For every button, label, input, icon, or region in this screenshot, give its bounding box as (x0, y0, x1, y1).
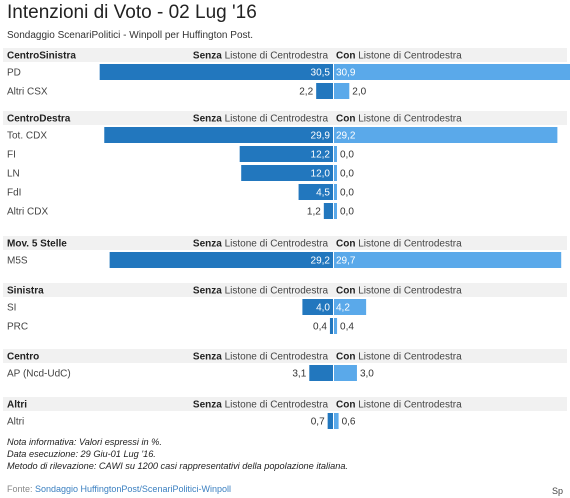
group-header-bg (3, 349, 567, 363)
value-label-con: 2,0 (352, 87, 366, 98)
group-title: CentroDestra (7, 114, 71, 125)
column-header-senza: Senza Listone di Centrodestra (193, 114, 329, 125)
value-label-con: 0,0 (340, 150, 354, 161)
group-header-bg (3, 397, 567, 411)
value-label-senza: 12,0 (311, 169, 331, 180)
column-header-con: Con Listone di Centrodestra (336, 239, 462, 250)
column-header-senza: Senza Listone di Centrodestra (193, 400, 329, 411)
value-label-con: 30,9 (336, 68, 356, 79)
bar-senza (302, 299, 333, 315)
value-label-con: 29,2 (336, 131, 356, 142)
bar-senza (99, 64, 333, 80)
party-label: Altri CDX (7, 207, 48, 218)
value-label-senza: 30,5 (311, 68, 331, 79)
bar-con (334, 146, 337, 162)
group-title: Sinistra (7, 286, 44, 297)
bar-con (334, 299, 367, 315)
value-label-senza: 0,4 (313, 322, 327, 333)
party-label: Tot. CDX (7, 131, 47, 142)
group-title: Altri (7, 400, 27, 411)
value-label-con: 0,6 (342, 417, 356, 428)
column-header-con: Con Listone di Centrodestra (336, 51, 462, 62)
bar-senza (316, 83, 333, 99)
group-header-bg (3, 283, 567, 297)
group-header-bg (3, 236, 567, 250)
notes-block: Nota informativa: Valori espressi in %. … (7, 436, 348, 472)
value-label-con: 29,7 (336, 256, 356, 267)
value-label-senza: 4,0 (316, 303, 330, 314)
party-label: AP (Ncd-UdC) (7, 369, 71, 380)
bar-con (334, 83, 350, 99)
column-header-senza: Senza Listone di Centrodestra (193, 286, 329, 297)
value-label-senza: 29,9 (311, 131, 331, 142)
bar-senza (241, 165, 333, 181)
bar-con (334, 64, 570, 80)
column-header-senza: Senza Listone di Centrodestra (193, 239, 329, 250)
bar-senza (109, 252, 334, 268)
note-line: Data esecuzione: 29 Giu-01 Lug '16. (7, 449, 156, 459)
party-label: Altri (7, 417, 24, 428)
value-label-senza: 29,2 (311, 256, 331, 267)
source-line: Fonte: Sondaggio HuffingtonPost/ScenariP… (7, 484, 231, 494)
bar-senza (239, 146, 333, 162)
source-label: Fonte: (7, 484, 36, 494)
credit-mark: Sp (551, 486, 563, 496)
column-header-senza: Senza Listone di Centrodestra (193, 51, 329, 62)
party-label: M5S (7, 256, 28, 267)
value-label-senza: 12,2 (311, 150, 331, 161)
value-label-senza: 2,2 (299, 87, 313, 98)
party-label: LN (7, 169, 20, 180)
bar-senza (309, 365, 333, 381)
bar-senza (329, 318, 333, 334)
column-header-con: Con Listone di Centrodestra (336, 114, 462, 125)
group-title: Centro (7, 352, 39, 363)
note-line: Nota informativa: Valori espressi in %. (7, 437, 162, 447)
value-label-con: 0,0 (340, 169, 354, 180)
column-header-con: Con Listone di Centrodestra (336, 352, 462, 363)
bar-senza (298, 184, 333, 200)
group-title: Mov. 5 Stelle (7, 239, 67, 250)
bar-con (334, 318, 338, 334)
column-header-con: Con Listone di Centrodestra (336, 286, 462, 297)
value-label-con: 0,4 (340, 322, 354, 333)
value-label-senza: 4,5 (316, 188, 330, 199)
bar-con (334, 165, 337, 181)
party-label: PD (7, 68, 21, 79)
bar-senza (323, 203, 333, 219)
note-line: Metodo di rilevazione: CAWI su 1200 casi… (7, 461, 348, 471)
group-header-bg (3, 111, 567, 125)
column-header-senza: Senza Listone di Centrodestra (193, 352, 329, 363)
bar-senza (327, 413, 333, 429)
bar-con (334, 203, 337, 219)
value-label-senza: 1,2 (307, 207, 321, 218)
party-label: FI (7, 150, 16, 161)
value-label-senza: 0,7 (311, 417, 325, 428)
column-header-con: Con Listone di Centrodestra (336, 400, 462, 411)
value-label-con: 3,0 (360, 369, 374, 380)
party-label: Altri CSX (7, 87, 48, 98)
party-label: PRC (7, 322, 28, 333)
value-label-con: 4,2 (336, 303, 350, 314)
bar-con (334, 413, 339, 429)
bar-con (334, 365, 357, 381)
source-link[interactable]: Sondaggio HuffingtonPost/ScenariPolitici… (35, 484, 231, 494)
bar-con (334, 127, 558, 143)
party-label: SI (7, 303, 16, 314)
bar-con (334, 252, 562, 268)
bar-senza (104, 127, 333, 143)
bar-con (334, 184, 337, 200)
value-label-con: 0,0 (340, 188, 354, 199)
chart-title: Intenzioni di Voto - 02 Lug '16 (7, 2, 257, 23)
value-label-senza: 3,1 (292, 369, 306, 380)
group-title: CentroSinistra (7, 51, 76, 62)
group-header-bg (3, 48, 567, 62)
chart-subtitle: Sondaggio ScenariPolitici - Winpoll per … (7, 30, 254, 41)
party-label: FdI (7, 188, 21, 199)
value-label-con: 0,0 (340, 207, 354, 218)
